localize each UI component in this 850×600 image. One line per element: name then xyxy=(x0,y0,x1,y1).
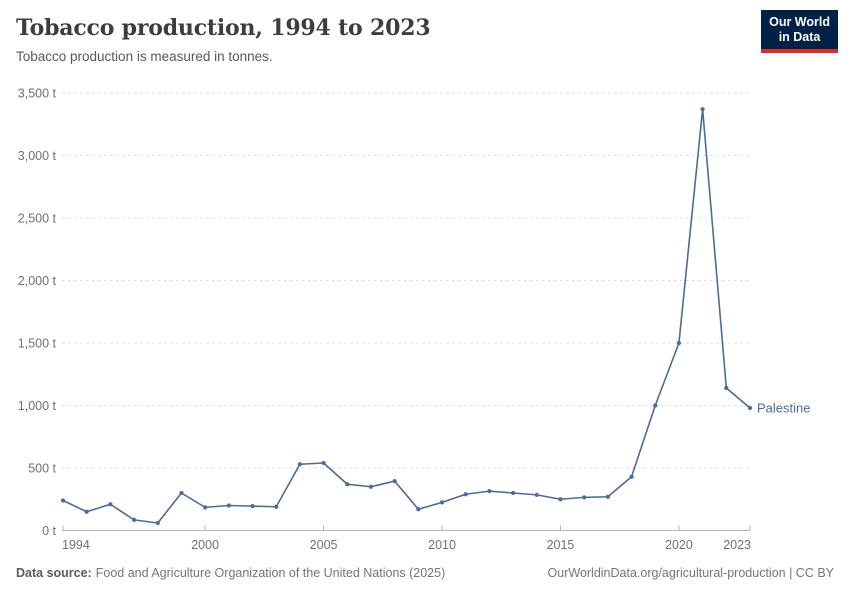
x-axis-tick-label: 2005 xyxy=(310,538,338,552)
data-point xyxy=(368,484,374,489)
data-point xyxy=(297,462,302,467)
data-point xyxy=(274,504,279,509)
data-point xyxy=(250,504,255,509)
chart-title: Tobacco production, 1994 to 2023 xyxy=(16,15,431,41)
data-point xyxy=(724,385,729,391)
y-axis-tick-label: 2,500 t xyxy=(18,212,57,226)
x-axis-tick-label: 2015 xyxy=(547,538,575,552)
data-point xyxy=(629,474,634,479)
owid-logo-line2: in Data xyxy=(778,30,821,44)
data-point xyxy=(439,500,445,505)
data-source-note: Data source: Food and Agriculture Organiz… xyxy=(16,566,445,580)
data-point xyxy=(605,494,610,499)
series-line-palestine xyxy=(62,108,751,524)
y-axis-tick-label: 500 t xyxy=(28,462,56,476)
y-axis-tick-label: 2,000 t xyxy=(18,274,57,288)
data-point xyxy=(416,507,421,512)
data-point xyxy=(345,482,350,487)
data-point xyxy=(108,502,113,507)
x-axis-tick-label: 2010 xyxy=(428,538,456,552)
data-source-text: Food and Agriculture Organization of the… xyxy=(95,566,446,580)
data-point xyxy=(131,517,137,522)
data-point xyxy=(226,503,231,508)
x-axis-tick-label: 2000 xyxy=(191,538,219,552)
chart-footer: Data source: Food and Agriculture Organiz… xyxy=(16,566,834,580)
data-point xyxy=(155,520,160,526)
x-axis-tick-label: 2020 xyxy=(665,538,693,552)
data-point xyxy=(676,340,682,346)
data-point xyxy=(534,492,539,497)
data-point xyxy=(60,498,66,503)
y-axis-tick-label: 1,000 t xyxy=(18,399,57,413)
data-point xyxy=(747,405,753,411)
x-axis-tick-label: 2023 xyxy=(723,538,751,552)
data-point xyxy=(84,509,89,514)
data-point xyxy=(511,490,516,496)
y-axis-tick-label: 1,500 t xyxy=(18,337,57,351)
data-point xyxy=(179,490,184,496)
data-point xyxy=(487,489,492,494)
chart-header: Tobacco production, 1994 to 2023 Tobacco… xyxy=(16,15,431,64)
owid-logo[interactable]: Our World in Data xyxy=(761,10,838,53)
y-axis-tick-label: 0 t xyxy=(42,524,56,538)
data-point xyxy=(700,107,705,112)
entity-label-palestine[interactable]: Palestine xyxy=(757,401,810,416)
footer-attribution-link[interactable]: OurWorldinData.org/agricultural-producti… xyxy=(547,566,834,580)
data-point xyxy=(203,505,208,510)
data-point xyxy=(392,479,397,484)
y-axis-tick-label: 3,000 t xyxy=(18,149,57,163)
data-point xyxy=(558,497,563,502)
y-axis-tick-label: 3,500 t xyxy=(18,87,57,101)
owid-logo-line1: Our World xyxy=(769,15,830,29)
chart-subtitle: Tobacco production is measured in tonnes… xyxy=(16,49,273,64)
x-axis-tick-label: 1994 xyxy=(62,538,90,552)
data-point xyxy=(582,495,587,500)
data-point xyxy=(321,460,326,466)
data-point xyxy=(653,403,658,408)
data-source-label: Data source: xyxy=(16,566,92,580)
data-point xyxy=(463,492,468,497)
